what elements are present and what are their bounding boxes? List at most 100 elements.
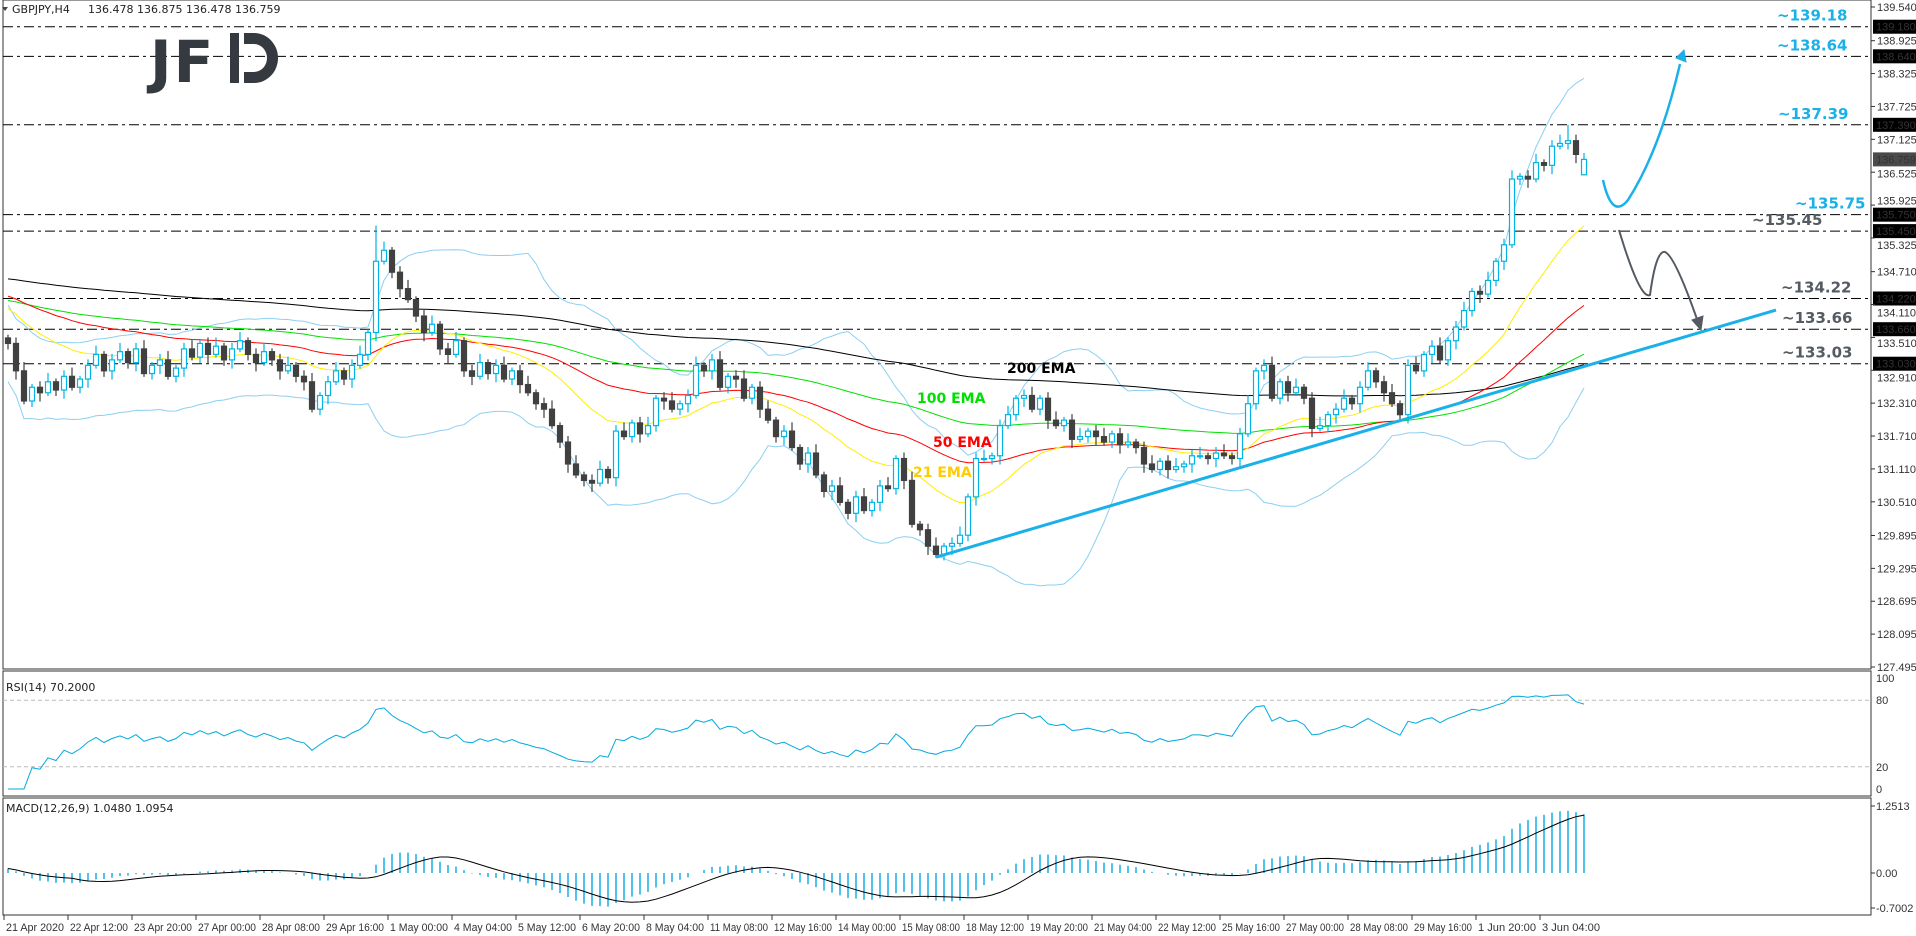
candle-body [1236, 433, 1244, 460]
candle [732, 370, 740, 388]
candle-body [1460, 309, 1468, 328]
candle [372, 225, 380, 342]
price-tick-label: 129.295 [1877, 563, 1916, 575]
candle [1500, 238, 1508, 271]
candle [460, 337, 468, 377]
price-marker-label: 135.750 [1876, 210, 1916, 222]
time-tick-label: 14 May 00:00 [838, 922, 896, 934]
candle [1484, 271, 1492, 298]
candle-body [1084, 430, 1092, 438]
candle [1428, 340, 1436, 364]
price-tick-label: 137.725 [1877, 101, 1916, 113]
candle-body [116, 351, 124, 361]
candle-body [100, 353, 108, 372]
price-tick-label: 137.125 [1877, 134, 1916, 146]
collapse-triangle-icon[interactable] [2, 7, 8, 11]
candle [988, 452, 996, 465]
candle [36, 381, 44, 402]
time-tick-label: 3 Jun 04:00 [1542, 922, 1600, 934]
candle-body [1308, 397, 1316, 429]
candle-body [1004, 414, 1012, 427]
price-tick-label: 130.510 [1877, 497, 1916, 509]
candle [564, 436, 572, 473]
price-tick-label: 132.310 [1877, 398, 1916, 410]
candle-body [1164, 460, 1172, 471]
candle-body [868, 501, 876, 512]
candle [1020, 389, 1028, 407]
level-label: ~137.39 [1778, 105, 1848, 123]
candle-body [156, 359, 164, 366]
candle-body [1532, 162, 1540, 180]
candle [812, 444, 820, 479]
price-tick-label: 131.110 [1877, 464, 1916, 476]
axes: 139.180 138.640 137.390 136.759 135.750 135.4… [3, 2, 1916, 934]
candle [828, 479, 836, 501]
candle [1260, 359, 1268, 380]
candle-body [140, 348, 148, 375]
candle-body [308, 381, 316, 410]
candle-body [1020, 394, 1028, 399]
candle-body [1044, 397, 1052, 421]
candle-body [1036, 397, 1044, 410]
candle-body [668, 400, 676, 410]
candle-body [684, 394, 692, 405]
candle-body [428, 323, 436, 334]
time-tick-label: 29 May 16:00 [1414, 922, 1472, 934]
candle-body [1420, 353, 1428, 372]
candle-body [76, 378, 84, 388]
candle-body [1100, 435, 1108, 443]
level-label: ~139.18 [1777, 7, 1847, 25]
time-tick-label: 22 Apr 12:00 [70, 922, 128, 934]
time-tick-label: 8 May 04:00 [646, 922, 704, 934]
candle [852, 490, 860, 523]
candle-body [532, 392, 540, 405]
candle [268, 348, 276, 366]
candle [124, 348, 132, 369]
candle [84, 359, 92, 388]
candle [492, 359, 500, 383]
pane-frames [2, 0, 1872, 916]
candle [724, 373, 732, 394]
candle-body [908, 479, 916, 525]
candle [324, 375, 332, 405]
rsi-line [8, 694, 1585, 790]
candlesticks [4, 124, 1588, 561]
candle-body [1196, 455, 1204, 458]
arrowhead-icon [1691, 315, 1704, 332]
candle [484, 359, 492, 380]
candle-body [1332, 408, 1340, 416]
main-pane-frame [2, 0, 1872, 670]
candle [1060, 416, 1068, 432]
candle [548, 400, 556, 429]
candle [1204, 452, 1212, 465]
candle [796, 444, 804, 471]
bollinger-upper [7, 77, 1585, 456]
ema21-label: 21 EMA [913, 465, 972, 481]
candle-body [372, 260, 380, 334]
time-tick-label: 21 Apr 2020 [6, 922, 64, 934]
candle [868, 499, 876, 517]
candle [1396, 400, 1404, 421]
candle [628, 419, 636, 443]
candle [916, 520, 924, 536]
time-tick-label: 28 May 08:00 [1350, 922, 1408, 934]
rsi-tick-label: 100 [1876, 673, 1894, 685]
candle-body [4, 337, 12, 345]
candle [1412, 356, 1420, 375]
candle-body [1548, 145, 1556, 166]
candle [612, 425, 620, 487]
macd-signal-line [7, 814, 1585, 903]
candle [156, 353, 164, 375]
candle-body [268, 351, 276, 361]
candle-body [1284, 381, 1292, 394]
candle [204, 337, 212, 364]
candle [1300, 383, 1308, 405]
candle-body [876, 485, 884, 503]
time-tick-label: 1 Jun 20:00 [1478, 922, 1536, 934]
candle-body [236, 340, 244, 350]
candle-body [1228, 455, 1236, 460]
rsi-pane [3, 694, 1871, 790]
candle-body [1068, 419, 1076, 440]
candle [1068, 414, 1076, 449]
